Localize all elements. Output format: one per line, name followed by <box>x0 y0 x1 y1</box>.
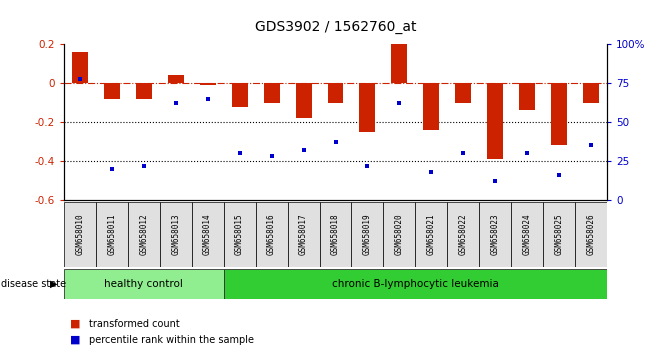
Bar <box>456 83 471 103</box>
Bar <box>288 202 319 267</box>
Text: GSM658019: GSM658019 <box>363 214 372 255</box>
Bar <box>295 83 311 118</box>
Point <box>362 163 373 169</box>
Text: disease state: disease state <box>1 279 66 289</box>
Text: GSM658024: GSM658024 <box>523 214 532 255</box>
Text: ■: ■ <box>70 319 81 329</box>
Text: GSM658026: GSM658026 <box>586 214 596 255</box>
Bar <box>552 83 567 145</box>
Text: ■: ■ <box>70 335 81 345</box>
Bar <box>160 202 192 267</box>
Bar <box>256 202 288 267</box>
Bar <box>544 202 575 267</box>
Text: GSM658018: GSM658018 <box>331 214 340 255</box>
Bar <box>200 83 215 85</box>
Point <box>266 154 277 159</box>
Bar <box>479 202 511 267</box>
Text: GSM658021: GSM658021 <box>427 214 436 255</box>
Text: chronic B-lymphocytic leukemia: chronic B-lymphocytic leukemia <box>332 279 499 289</box>
Bar <box>487 83 503 159</box>
Text: GSM658022: GSM658022 <box>459 214 468 255</box>
Bar <box>127 202 160 267</box>
Bar <box>96 202 127 267</box>
Bar <box>136 83 152 99</box>
Point <box>394 101 405 106</box>
Text: GSM658017: GSM658017 <box>299 214 308 255</box>
Point <box>458 150 469 156</box>
Bar <box>360 83 376 132</box>
Bar <box>192 202 223 267</box>
Bar <box>383 202 415 267</box>
Point <box>490 178 501 184</box>
Text: GDS3902 / 1562760_at: GDS3902 / 1562760_at <box>255 19 416 34</box>
Point <box>426 169 437 175</box>
Bar <box>511 202 544 267</box>
Text: GSM658011: GSM658011 <box>107 214 116 255</box>
Text: healthy control: healthy control <box>104 279 183 289</box>
Bar <box>583 83 599 103</box>
Text: GSM658010: GSM658010 <box>75 214 85 255</box>
Bar <box>391 44 407 83</box>
Point <box>522 150 533 156</box>
Text: GSM658023: GSM658023 <box>491 214 500 255</box>
Text: GSM658016: GSM658016 <box>267 214 276 255</box>
Bar <box>64 269 223 299</box>
Point <box>586 143 597 148</box>
Bar <box>223 269 607 299</box>
Bar <box>231 83 248 107</box>
Bar <box>327 83 344 103</box>
Point <box>554 172 565 178</box>
Point <box>202 96 213 102</box>
Point <box>74 76 85 81</box>
Point <box>170 101 181 106</box>
Bar <box>319 202 352 267</box>
Point <box>106 166 117 172</box>
Bar <box>519 83 535 110</box>
Bar <box>223 202 256 267</box>
Bar <box>104 83 119 99</box>
Bar <box>264 83 280 103</box>
Text: GSM658015: GSM658015 <box>235 214 244 255</box>
Point <box>298 147 309 153</box>
Text: GSM658025: GSM658025 <box>555 214 564 255</box>
Bar <box>575 202 607 267</box>
Bar <box>168 75 184 83</box>
Text: GSM658020: GSM658020 <box>395 214 404 255</box>
Bar <box>352 202 383 267</box>
Text: GSM658013: GSM658013 <box>171 214 180 255</box>
Point <box>330 139 341 145</box>
Text: ▶: ▶ <box>50 279 57 289</box>
Text: GSM658014: GSM658014 <box>203 214 212 255</box>
Text: percentile rank within the sample: percentile rank within the sample <box>89 335 254 345</box>
Text: transformed count: transformed count <box>89 319 180 329</box>
Bar <box>64 202 96 267</box>
Text: GSM658012: GSM658012 <box>139 214 148 255</box>
Point <box>138 163 149 169</box>
Bar <box>72 52 88 83</box>
Bar <box>423 83 440 130</box>
Bar <box>448 202 479 267</box>
Bar <box>415 202 448 267</box>
Point <box>234 150 245 156</box>
